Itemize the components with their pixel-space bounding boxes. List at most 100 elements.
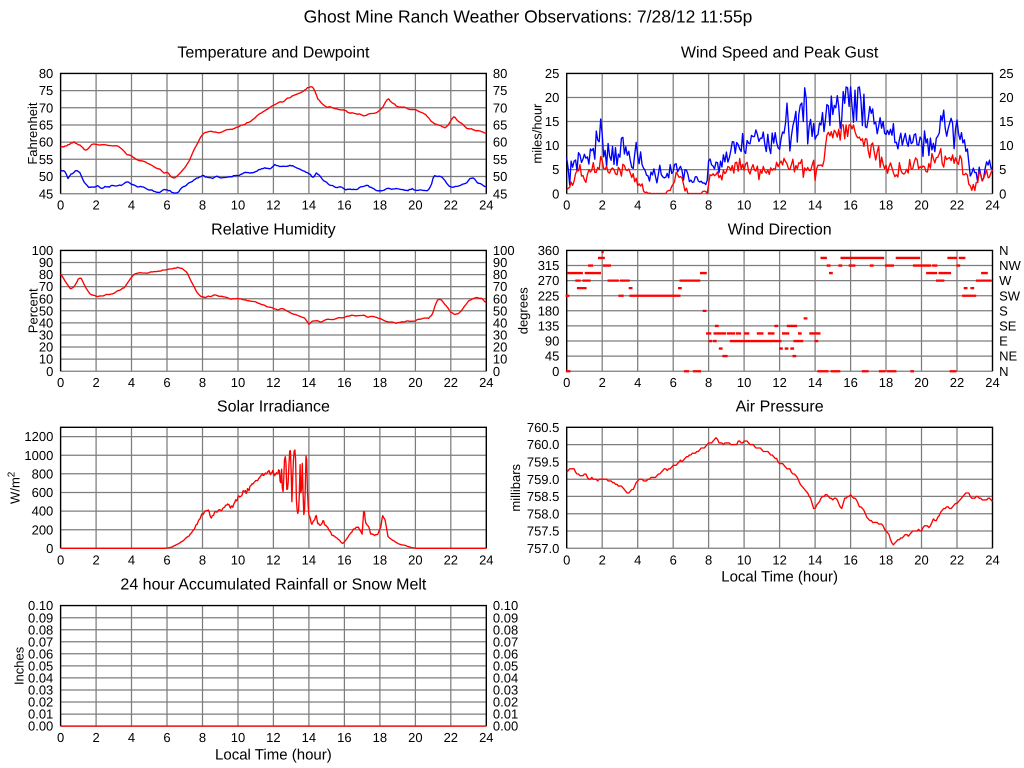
svg-text:0.04: 0.04	[28, 671, 53, 686]
svg-text:Solar Irradiance: Solar Irradiance	[217, 398, 330, 415]
svg-text:Air Pressure: Air Pressure	[736, 398, 824, 415]
svg-text:0.10: 0.10	[493, 598, 518, 613]
svg-text:0.08: 0.08	[28, 622, 53, 637]
svg-text:10: 10	[493, 352, 507, 367]
svg-text:758.0: 758.0	[527, 506, 560, 521]
svg-text:24: 24	[479, 375, 493, 390]
svg-text:4: 4	[128, 730, 135, 745]
svg-text:8: 8	[199, 552, 206, 567]
svg-text:759.0: 759.0	[527, 472, 560, 487]
svg-text:12: 12	[772, 552, 786, 567]
svg-text:22: 22	[444, 552, 458, 567]
svg-text:80: 80	[493, 267, 507, 282]
svg-text:millibars: millibars	[508, 463, 523, 511]
svg-text:90: 90	[39, 255, 53, 270]
svg-text:18: 18	[373, 730, 387, 745]
svg-text:760.5: 760.5	[527, 420, 560, 435]
svg-text:4: 4	[634, 198, 641, 213]
svg-text:Local Time (hour): Local Time (hour)	[215, 747, 332, 764]
svg-text:12: 12	[266, 198, 280, 213]
svg-text:N: N	[999, 364, 1008, 379]
svg-text:75: 75	[39, 83, 53, 98]
svg-text:0.10: 0.10	[28, 598, 53, 613]
svg-text:0.04: 0.04	[493, 671, 518, 686]
svg-text:80: 80	[39, 267, 53, 282]
svg-text:0: 0	[563, 375, 570, 390]
svg-text:2: 2	[92, 375, 99, 390]
svg-text:2: 2	[92, 552, 99, 567]
svg-text:Wind Direction: Wind Direction	[728, 221, 832, 238]
svg-text:70: 70	[39, 279, 53, 294]
svg-text:10: 10	[737, 375, 751, 390]
svg-text:16: 16	[843, 198, 857, 213]
svg-text:60: 60	[493, 135, 507, 150]
svg-text:W/m2: W/m2	[7, 471, 23, 504]
svg-text:10: 10	[737, 198, 751, 213]
svg-text:15: 15	[999, 114, 1013, 129]
svg-text:0.03: 0.03	[28, 683, 53, 698]
svg-text:24: 24	[479, 552, 493, 567]
svg-text:20: 20	[999, 90, 1013, 105]
svg-text:10: 10	[999, 138, 1013, 153]
svg-text:Relative Humidity: Relative Humidity	[211, 221, 335, 238]
svg-text:70: 70	[39, 100, 53, 115]
svg-text:0.01: 0.01	[493, 707, 518, 722]
svg-text:18: 18	[879, 198, 893, 213]
svg-text:0: 0	[563, 198, 570, 213]
svg-text:45: 45	[39, 186, 53, 201]
svg-text:12: 12	[772, 375, 786, 390]
svg-text:0: 0	[57, 198, 64, 213]
svg-text:757.0: 757.0	[527, 541, 560, 556]
svg-text:0.01: 0.01	[28, 707, 53, 722]
svg-text:18: 18	[373, 198, 387, 213]
svg-text:Fahrenheit: Fahrenheit	[25, 102, 40, 165]
svg-text:24: 24	[985, 375, 999, 390]
svg-text:20: 20	[408, 375, 422, 390]
svg-text:Temperature and Dewpoint: Temperature and Dewpoint	[177, 44, 370, 61]
svg-text:22: 22	[950, 198, 964, 213]
svg-text:0: 0	[57, 552, 64, 567]
svg-text:50: 50	[493, 303, 507, 318]
svg-text:4: 4	[128, 198, 135, 213]
svg-text:20: 20	[39, 340, 53, 355]
svg-text:6: 6	[163, 198, 170, 213]
svg-text:90: 90	[545, 334, 559, 349]
svg-text:Local Time (hour): Local Time (hour)	[721, 569, 838, 586]
svg-text:16: 16	[843, 552, 857, 567]
svg-text:0: 0	[999, 186, 1006, 201]
svg-text:Wind Speed and Peak Gust: Wind Speed and Peak Gust	[681, 44, 879, 61]
svg-text:70: 70	[493, 279, 507, 294]
svg-text:65: 65	[493, 118, 507, 133]
svg-text:18: 18	[373, 375, 387, 390]
svg-text:0.07: 0.07	[493, 634, 518, 649]
svg-text:22: 22	[950, 375, 964, 390]
svg-text:22: 22	[444, 375, 458, 390]
svg-text:100: 100	[32, 243, 54, 258]
svg-text:60: 60	[39, 291, 53, 306]
svg-text:20: 20	[545, 90, 559, 105]
svg-text:25: 25	[545, 66, 559, 81]
svg-text:14: 14	[302, 375, 316, 390]
svg-text:50: 50	[39, 303, 53, 318]
svg-text:0: 0	[46, 364, 53, 379]
svg-text:16: 16	[843, 375, 857, 390]
svg-text:8: 8	[705, 198, 712, 213]
svg-text:10: 10	[231, 552, 245, 567]
svg-text:759.5: 759.5	[527, 455, 560, 470]
svg-text:22: 22	[444, 730, 458, 745]
svg-text:0.00: 0.00	[28, 719, 53, 734]
svg-text:0.07: 0.07	[28, 634, 53, 649]
svg-text:6: 6	[163, 730, 170, 745]
svg-text:758.5: 758.5	[527, 489, 560, 504]
svg-text:6: 6	[670, 198, 677, 213]
svg-text:400: 400	[32, 504, 54, 519]
svg-text:S: S	[999, 303, 1008, 318]
svg-text:14: 14	[808, 198, 822, 213]
svg-text:315: 315	[538, 258, 560, 273]
svg-text:10: 10	[231, 198, 245, 213]
svg-text:14: 14	[302, 198, 316, 213]
svg-text:100: 100	[493, 243, 515, 258]
svg-text:2: 2	[599, 552, 606, 567]
svg-text:30: 30	[39, 328, 53, 343]
svg-text:757.5: 757.5	[527, 524, 560, 539]
